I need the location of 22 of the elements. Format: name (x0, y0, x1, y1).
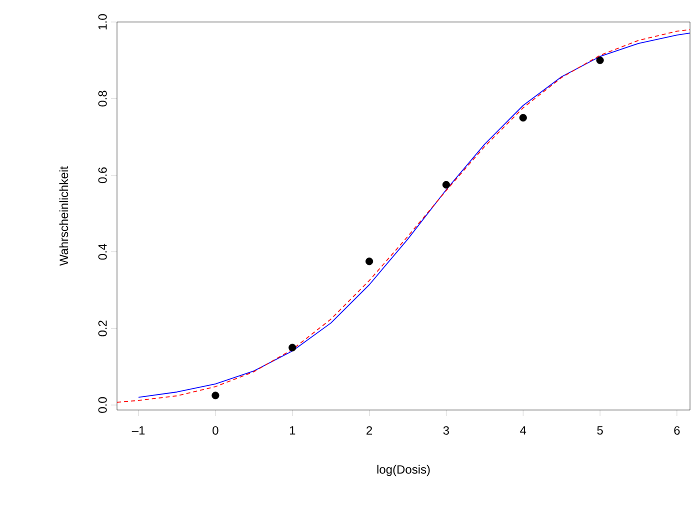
y-axis-title: Wahrscheinlichkeit (59, 166, 68, 266)
x-tick-label: 3 (443, 426, 449, 435)
x-tick-label: 6 (674, 426, 680, 435)
x-tick-label: 4 (520, 426, 526, 434)
x-tick-label: 0 (212, 426, 218, 435)
y-tick-label: 0.6 (98, 167, 107, 184)
x-axis-title: log(Dosis) (377, 464, 430, 476)
point (442, 180, 450, 189)
x-tick-label: 1 (290, 426, 296, 434)
x-tick-label: 5 (597, 426, 603, 435)
y-tick-label: 1.0 (98, 14, 107, 30)
point (596, 56, 604, 64)
y-tick-label: 0.0 (98, 397, 107, 413)
point (519, 114, 527, 122)
y-tick-label: 0.4 (98, 244, 107, 260)
y-tick-label: 0.2 (98, 320, 107, 336)
point (212, 392, 220, 400)
point (365, 258, 374, 266)
point (288, 344, 296, 352)
y-tick-label: 0.8 (98, 90, 107, 106)
x-tick-label: 2 (366, 426, 372, 435)
x-tick-label: –1 (132, 426, 145, 434)
